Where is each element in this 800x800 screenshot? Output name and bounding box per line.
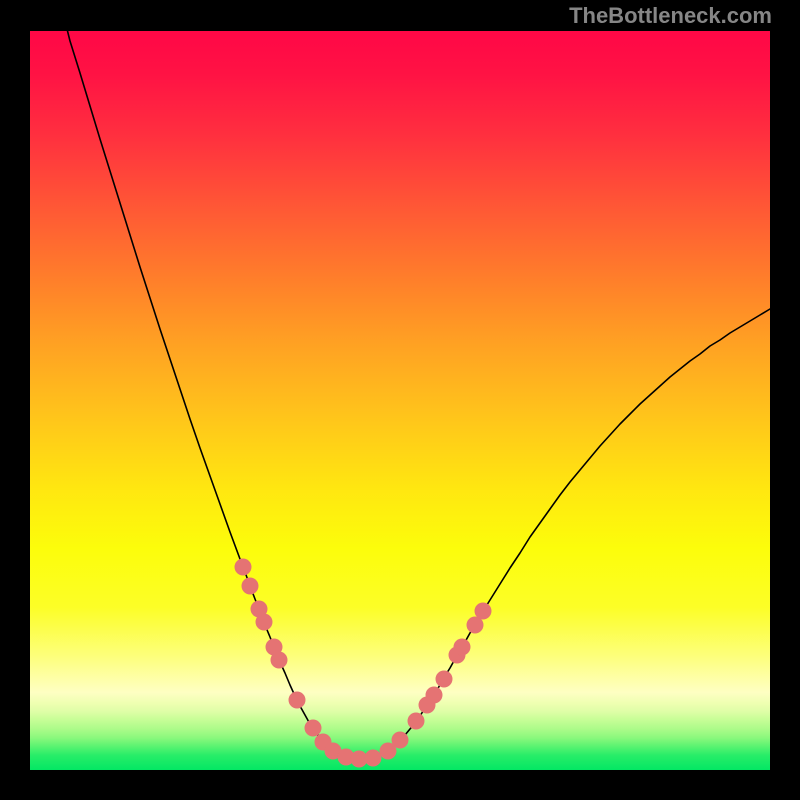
data-marker xyxy=(408,713,425,730)
watermark-text: TheBottleneck.com xyxy=(569,3,772,29)
data-marker xyxy=(475,603,492,620)
plot-area xyxy=(30,31,770,770)
data-marker xyxy=(392,732,409,749)
data-marker xyxy=(454,639,471,656)
data-marker xyxy=(365,750,382,767)
data-marker xyxy=(426,687,443,704)
gradient-background xyxy=(30,31,770,770)
data-marker xyxy=(242,578,259,595)
data-marker xyxy=(271,652,288,669)
plot-svg xyxy=(30,31,770,770)
data-marker xyxy=(256,614,273,631)
data-marker xyxy=(289,692,306,709)
data-marker xyxy=(305,720,322,737)
data-marker xyxy=(235,559,252,576)
data-marker xyxy=(436,671,453,688)
